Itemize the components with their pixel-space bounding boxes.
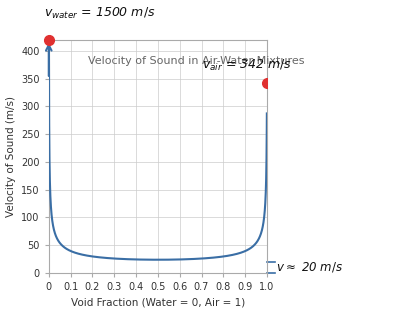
- Text: Velocity of Sound in Air-Water Mixtures: Velocity of Sound in Air-Water Mixtures: [88, 56, 304, 66]
- Text: $v \approx$ 20 $m/s$: $v \approx$ 20 $m/s$: [276, 260, 343, 274]
- Text: $v_{water}$ = 1500 $m/s$: $v_{water}$ = 1500 $m/s$: [44, 6, 156, 21]
- X-axis label: Void Fraction (Water = 0, Air = 1): Void Fraction (Water = 0, Air = 1): [71, 297, 245, 307]
- Y-axis label: Velocity of Sound (m/s): Velocity of Sound (m/s): [6, 96, 16, 217]
- Text: $v_{air}$ = 342 $m/s$: $v_{air}$ = 342 $m/s$: [202, 58, 292, 73]
